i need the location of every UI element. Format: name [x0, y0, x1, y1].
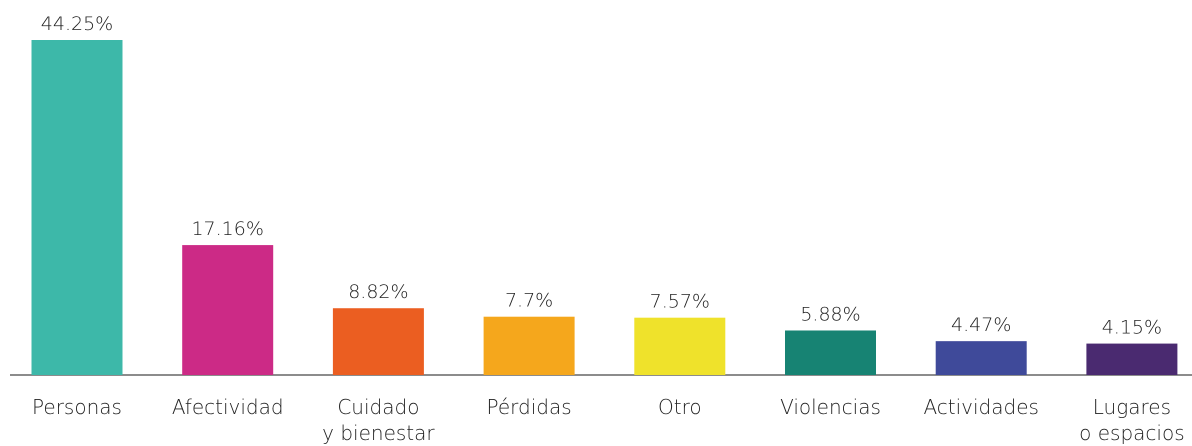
category-label: Afectividad	[171, 395, 284, 419]
value-label: 8.82%	[348, 281, 408, 303]
value-label: 4.15%	[1102, 317, 1162, 339]
category-label: Violencias	[780, 395, 881, 419]
category-label: Personas	[32, 395, 122, 419]
bar	[935, 341, 1027, 375]
bar	[483, 316, 575, 375]
bar	[182, 245, 274, 375]
category-label: Pérdidas	[486, 395, 572, 419]
bar	[332, 308, 424, 375]
category-label: Cuidado y bienestar	[322, 395, 435, 445]
value-label: 5.88%	[800, 303, 860, 325]
bar	[31, 40, 123, 375]
bar	[785, 330, 876, 375]
value-label: 17.16%	[191, 218, 263, 240]
bar	[634, 317, 726, 375]
bar	[1086, 343, 1178, 375]
value-label: 7.57%	[650, 291, 710, 313]
value-label: 44.25%	[41, 13, 113, 35]
category-label: Actividades	[923, 395, 1039, 419]
category-label: Otro	[657, 395, 702, 419]
value-label: 7.7%	[505, 290, 553, 312]
category-label: Lugares o espacios	[1079, 395, 1185, 445]
value-label: 4.47%	[951, 314, 1011, 336]
